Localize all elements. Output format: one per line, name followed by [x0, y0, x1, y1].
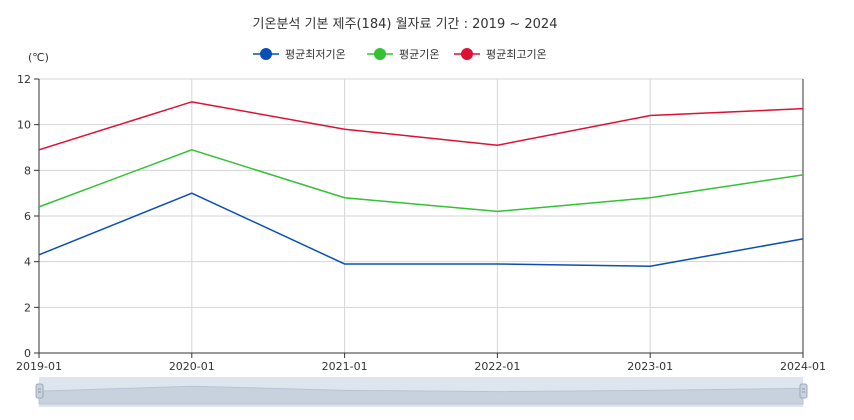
y-tick-label: 2 [24, 301, 31, 314]
grid [39, 78, 803, 353]
legend[interactable]: 평균최저기온 평균기온 평균최고기온 [253, 48, 547, 61]
legend-item-2[interactable]: 평균최고기온 [454, 48, 547, 61]
y-tick-label: 12 [17, 73, 31, 86]
legend-marker-icon [461, 48, 473, 60]
y-axis-ticks: 0 2 4 6 8 10 12 [17, 73, 39, 360]
legend-marker-icon [260, 48, 272, 60]
x-tick-label: 2023-01 [627, 360, 673, 373]
series-line-1 [38, 148, 804, 213]
zoom-slider[interactable] [35, 377, 808, 407]
x-axis-ticks: 2019-01 2020-01 2021-01 2022-01 2023-01 2024-… [16, 353, 826, 373]
x-tick-label: 2020-01 [169, 360, 215, 373]
zoom-handle-right[interactable] [799, 383, 808, 399]
y-tick-label: 0 [24, 347, 31, 360]
legend-label: 평균최고기온 [486, 48, 547, 61]
y-tick-label: 10 [17, 119, 31, 132]
x-tick-label: 2022-01 [474, 360, 520, 373]
zoom-handle-left[interactable] [35, 383, 44, 399]
x-tick-label: 2024-01 [780, 360, 826, 373]
y-axis-unit: (℃) [28, 51, 49, 64]
series-line-2 [38, 101, 804, 151]
legend-item-1[interactable]: 평균기온 [367, 48, 439, 61]
y-tick-label: 8 [24, 164, 31, 177]
legend-label: 평균최저기온 [285, 48, 346, 61]
legend-item-0[interactable]: 평균최저기온 [253, 48, 346, 61]
chart-title: 기온분석 기본 제주(184) 월자료 기간 : 2019 ~ 2024 [253, 17, 558, 32]
series-group [38, 101, 804, 267]
x-tick-label: 2019-01 [16, 360, 62, 373]
y-tick-label: 4 [24, 256, 31, 269]
y-tick-label: 6 [24, 210, 31, 223]
series-line-0 [38, 192, 804, 267]
legend-label: 평균기온 [399, 48, 439, 61]
legend-marker-icon [374, 48, 386, 60]
x-tick-label: 2021-01 [322, 360, 368, 373]
zoom-preview-area [38, 385, 804, 405]
